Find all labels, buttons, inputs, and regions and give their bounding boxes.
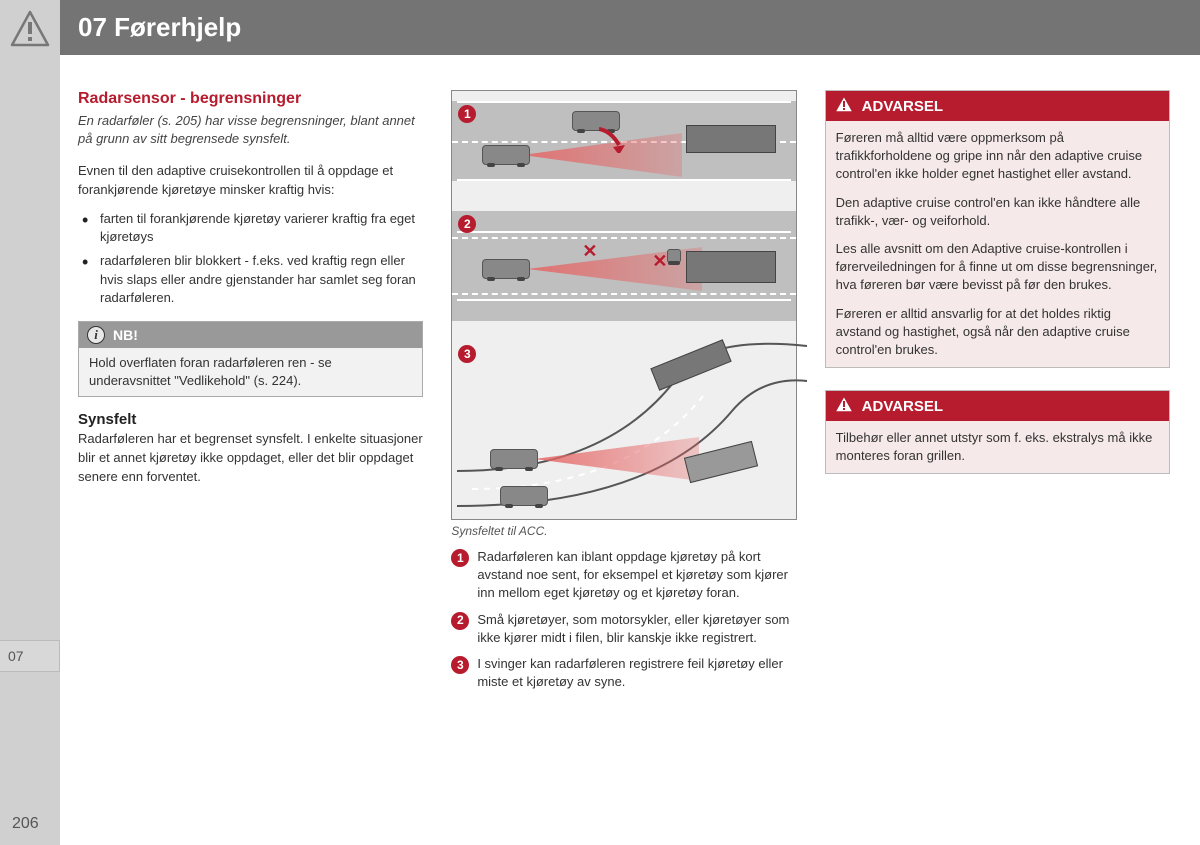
- body-paragraph: Radarføleren har et begrenset synsfelt. …: [78, 430, 423, 487]
- body-paragraph: Evnen til den adaptive cruisekontrollen …: [78, 162, 423, 200]
- warning-box: ADVARSEL Tilbehør eller annet utstyr som…: [825, 390, 1170, 474]
- bullet-list: farten til forankjørende kjøretøy varier…: [78, 210, 423, 307]
- list-item: 1 Radarføleren kan iblant oppdage kjøret…: [451, 548, 796, 603]
- x-mark-icon: ✕: [652, 251, 667, 272]
- info-icon: i: [87, 326, 105, 344]
- arrow-icon: [597, 127, 627, 153]
- figure-caption: Synsfeltet til ACC.: [451, 524, 796, 538]
- note-label: NB!: [113, 327, 138, 343]
- figure-panel-2: ✕ ✕: [452, 211, 795, 321]
- warning-body: Tilbehør eller annet utstyr som f. eks. …: [826, 421, 1169, 473]
- warning-triangle-icon: [834, 395, 854, 417]
- section-title: Radarsensor - begrensninger: [78, 90, 423, 108]
- item-text: I svinger kan radarføleren registrere fe…: [477, 655, 796, 691]
- warning-label: ADVARSEL: [862, 98, 943, 115]
- left-margin: 07 206: [0, 0, 60, 845]
- item-badge: 3: [451, 656, 469, 674]
- warning-paragraph: Tilbehør eller annet utstyr som f. eks. …: [836, 429, 1159, 465]
- warning-body: Føreren må alltid være oppmerksom på tra…: [826, 121, 1169, 367]
- figure-panel-3: [452, 341, 795, 511]
- column-3: ADVARSEL Føreren må alltid være oppmerks…: [825, 90, 1170, 699]
- x-mark-icon: ✕: [582, 241, 597, 262]
- page: 07 206 07 Førerhjelp Radarsensor - begre…: [0, 0, 1200, 845]
- warning-triangle-icon: [834, 95, 854, 117]
- warning-paragraph: Føreren er alltid ansvarlig for at det h…: [836, 305, 1159, 360]
- page-title: 07 Førerhjelp: [60, 0, 1200, 55]
- item-badge: 1: [451, 549, 469, 567]
- column-1: Radarsensor - begrensninger En radarføle…: [78, 90, 423, 699]
- warning-header: ADVARSEL: [826, 391, 1169, 421]
- radar-figure: 1 ✕ ✕ 2: [451, 90, 796, 520]
- list-item: 2 Små kjøretøyer, som motorsykler, eller…: [451, 611, 796, 647]
- content-area: 07 Førerhjelp Radarsensor - begrensninge…: [60, 0, 1200, 845]
- warning-box: ADVARSEL Føreren må alltid være oppmerks…: [825, 90, 1170, 368]
- warning-paragraph: Den adaptive cruise control'en kan ikke …: [836, 194, 1159, 230]
- item-text: Små kjøretøyer, som motorsykler, eller k…: [477, 611, 796, 647]
- warning-paragraph: Føreren må alltid være oppmerksom på tra…: [836, 129, 1159, 184]
- figure-panel-1: [452, 101, 795, 181]
- warning-paragraph: Les alle avsnitt om den Adaptive cruise-…: [836, 240, 1159, 295]
- item-badge: 2: [451, 612, 469, 630]
- note-body: Hold overflaten foran radarføleren ren -…: [79, 348, 422, 396]
- columns: Radarsensor - begrensninger En radarføle…: [60, 55, 1200, 719]
- list-item: farten til forankjørende kjøretøy varier…: [78, 210, 423, 246]
- list-item: radarføleren blir blokkert - f.eks. ved …: [78, 252, 423, 307]
- chapter-tab: 07: [0, 640, 60, 672]
- column-2: 1 ✕ ✕ 2: [451, 90, 796, 699]
- list-item: 3 I svinger kan radarføleren registrere …: [451, 655, 796, 691]
- note-box: i NB! Hold overflaten foran radarføleren…: [78, 321, 423, 397]
- page-number: 206: [12, 815, 39, 833]
- warning-triangle-icon: [10, 10, 50, 51]
- intro-text: En radarføler (s. 205) har visse begrens…: [78, 112, 423, 148]
- item-text: Radarføleren kan iblant oppdage kjøretøy…: [477, 548, 796, 603]
- warning-header: ADVARSEL: [826, 91, 1169, 121]
- note-header: i NB!: [79, 322, 422, 348]
- subheading: Synsfelt: [78, 411, 423, 428]
- warning-label: ADVARSEL: [862, 398, 943, 415]
- numbered-list: 1 Radarføleren kan iblant oppdage kjøret…: [451, 548, 796, 691]
